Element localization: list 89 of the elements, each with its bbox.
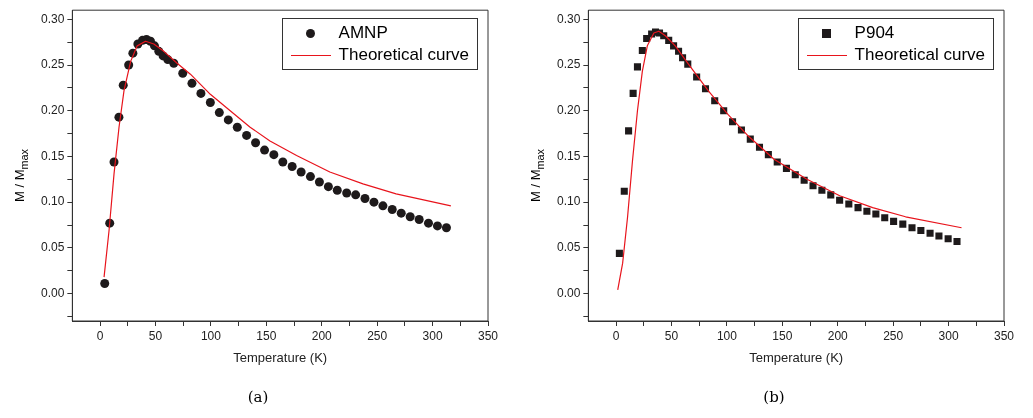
point bbox=[899, 220, 907, 228]
point bbox=[872, 210, 880, 218]
text: (a) bbox=[246, 388, 270, 406]
point bbox=[260, 145, 270, 155]
point bbox=[100, 279, 110, 289]
y-tick-label: 0.00 bbox=[557, 285, 581, 300]
x-tick-label: 350 bbox=[477, 328, 499, 343]
y-tick-label: 0.05 bbox=[41, 240, 65, 255]
point bbox=[242, 130, 252, 140]
point bbox=[953, 237, 961, 246]
point bbox=[935, 232, 943, 240]
point bbox=[196, 88, 206, 98]
x-tick-label: 100 bbox=[716, 328, 738, 343]
point bbox=[917, 226, 925, 235]
point bbox=[432, 221, 442, 231]
point bbox=[296, 167, 306, 177]
y-tick-label: 0.30 bbox=[41, 11, 65, 26]
legend-label: Theoretical curve bbox=[854, 45, 985, 65]
point bbox=[205, 98, 215, 108]
point bbox=[854, 204, 862, 212]
point bbox=[625, 127, 633, 135]
point bbox=[908, 224, 916, 232]
y-tick-label: 0.10 bbox=[41, 194, 65, 209]
point bbox=[926, 229, 934, 237]
point bbox=[287, 162, 297, 172]
point bbox=[890, 217, 898, 225]
x-tick-label: 350 bbox=[993, 328, 1015, 343]
point bbox=[323, 182, 333, 192]
y-tick-label: 0.25 bbox=[557, 57, 581, 72]
point bbox=[214, 108, 224, 118]
point bbox=[369, 197, 379, 207]
x-axis-title: Temperature (K) bbox=[233, 349, 328, 365]
point bbox=[836, 196, 844, 204]
y-tick-label: 0.15 bbox=[557, 148, 581, 163]
y-tick-label: 0.20 bbox=[557, 103, 581, 118]
text: (b) bbox=[762, 388, 786, 406]
point bbox=[305, 172, 315, 182]
legend-label: AMNP bbox=[338, 23, 388, 43]
point bbox=[187, 78, 197, 88]
point bbox=[863, 207, 871, 215]
point bbox=[629, 89, 637, 97]
point bbox=[332, 185, 342, 195]
point bbox=[405, 212, 415, 222]
x-tick-label: 50 bbox=[148, 328, 163, 343]
point bbox=[615, 249, 623, 257]
point bbox=[232, 122, 242, 132]
point bbox=[441, 223, 451, 233]
point bbox=[633, 63, 641, 71]
point bbox=[342, 188, 352, 198]
point bbox=[223, 115, 233, 125]
x-tick-label: 150 bbox=[772, 328, 793, 343]
point bbox=[845, 200, 853, 208]
x-tick-label: 0 bbox=[612, 328, 620, 343]
x-tick-label: 200 bbox=[311, 328, 333, 343]
x-tick-label: 0 bbox=[96, 328, 104, 343]
x-tick-label: 300 bbox=[422, 328, 443, 343]
point bbox=[620, 187, 628, 195]
y-tick-label: 0.30 bbox=[557, 11, 581, 26]
point bbox=[414, 215, 424, 225]
x-tick-label: 150 bbox=[256, 328, 277, 343]
x-tick-label: 50 bbox=[664, 328, 679, 343]
x-tick-label: 100 bbox=[200, 328, 222, 343]
point bbox=[178, 68, 188, 78]
point bbox=[278, 157, 288, 167]
point bbox=[387, 204, 397, 214]
point bbox=[360, 194, 370, 204]
y-tick-label: 0.25 bbox=[41, 57, 65, 72]
point bbox=[423, 218, 433, 228]
x-tick-label: 200 bbox=[827, 328, 849, 343]
y-tick-label: 0.00 bbox=[41, 285, 65, 300]
x-tick-label: 250 bbox=[883, 328, 904, 343]
y-tick-label: 0.20 bbox=[41, 103, 65, 118]
y-tick-label: 0.10 bbox=[557, 194, 581, 209]
y-tick-label: 0.05 bbox=[557, 240, 581, 255]
point bbox=[396, 208, 406, 218]
x-tick-label: 300 bbox=[938, 328, 959, 343]
point bbox=[881, 214, 889, 222]
x-axis-title: Temperature (K) bbox=[749, 349, 844, 365]
point bbox=[378, 201, 388, 211]
point bbox=[638, 46, 646, 54]
point bbox=[269, 150, 279, 160]
point bbox=[944, 235, 952, 243]
point bbox=[314, 177, 324, 187]
point bbox=[351, 190, 361, 200]
x-tick-label: 250 bbox=[367, 328, 388, 343]
y-tick-label: 0.15 bbox=[41, 148, 65, 163]
legend-label: Theoretical curve bbox=[338, 45, 469, 65]
point bbox=[251, 138, 261, 148]
legend-label: P904 bbox=[854, 23, 895, 43]
